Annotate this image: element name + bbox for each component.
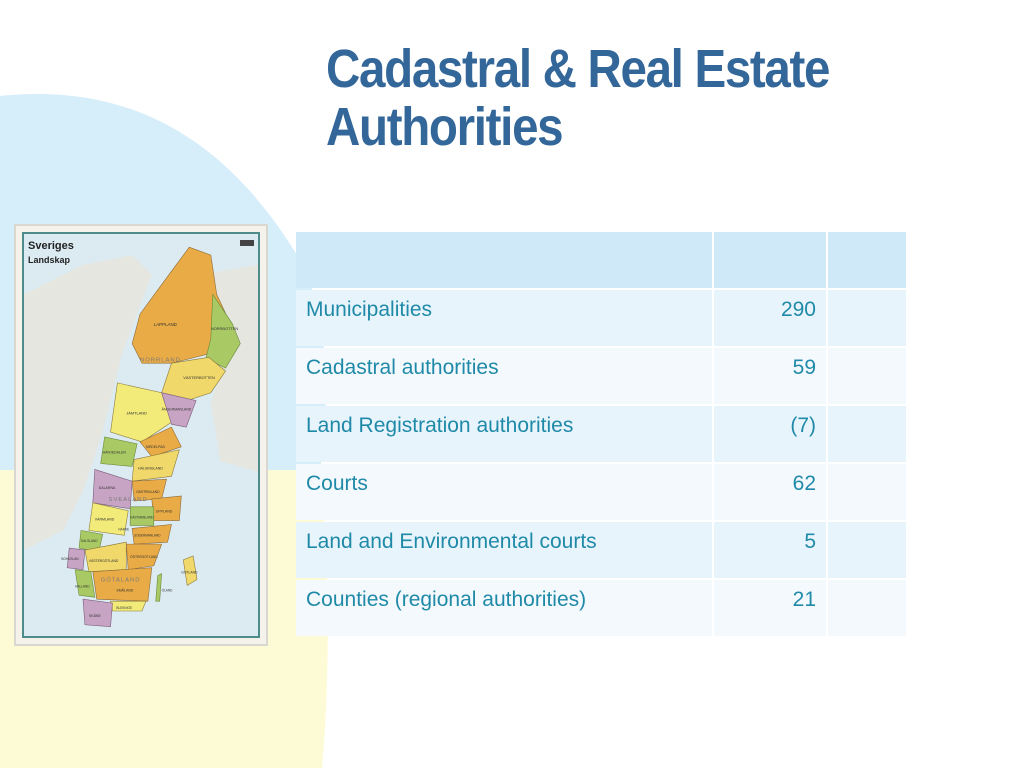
table-cell-label: Land Registration authorities <box>296 406 712 462</box>
map-label-vasterbotten: VÄSTERBOTTEN <box>183 375 215 380</box>
table-cell-value: 62 <box>714 464 826 520</box>
map-region-smaland <box>92 567 153 602</box>
map-label-medelpad: MEDELPAD <box>146 445 166 449</box>
table-row: Land and Environmental courts 5 <box>296 522 906 578</box>
sweden-map-image: LAPPLAND NORRBOTTEN NORRLAND VÄSTERBOTTE… <box>14 224 268 646</box>
table-cell-extra <box>828 580 906 636</box>
map-badge-icon <box>240 240 254 246</box>
map-label-harjedalen: HÄRJEDALEN <box>103 451 127 455</box>
table-row: Courts 62 <box>296 464 906 520</box>
map-label-narke: NÄRKE <box>118 527 129 531</box>
map-label-halland: HALLAND <box>75 584 90 588</box>
table-cell-label: Counties (regional authorities) <box>296 580 712 636</box>
map-region-oland <box>155 573 162 602</box>
map-region-harjedalen <box>100 436 138 467</box>
map-region-skane <box>82 598 113 628</box>
table-cell-value: 290 <box>714 290 826 346</box>
map-label-dalarna: DALARNA <box>99 486 116 490</box>
map-region-jamtland <box>110 382 172 443</box>
table-cell-label: Courts <box>296 464 712 520</box>
map-subtitle: Landskap <box>28 255 71 265</box>
table-cell-extra <box>828 348 906 404</box>
table-cell-extra <box>828 406 906 462</box>
map-label-varmland: VÄRMLAND <box>95 518 115 522</box>
table-cell-extra <box>828 290 906 346</box>
map-label-oland: ÖLAND <box>162 588 174 592</box>
table-row: Municipalities 290 <box>296 290 906 346</box>
map-label-vastergotland: VÄSTERGÖTLAND <box>89 559 119 563</box>
map-region-gotland <box>182 555 198 586</box>
map-label-bohuslan: BOHUSLÄN <box>61 557 78 561</box>
map-neighbor-land-west <box>24 255 152 551</box>
map-region-medelpad <box>139 426 182 457</box>
table-row: Counties (regional authorities) 21 <box>296 580 906 636</box>
map-label-gastrikland: GÄSTRIKLAND <box>136 490 160 494</box>
map-canvas: LAPPLAND NORRBOTTEN NORRLAND VÄSTERBOTTE… <box>22 232 260 638</box>
table-cell-value: 21 <box>714 580 826 636</box>
map-label-angermanland: ÅNGERMANLAND <box>162 406 192 411</box>
table-header-cell <box>296 232 712 288</box>
map-region-angermanland <box>161 392 197 428</box>
table-cell-extra <box>828 522 906 578</box>
slide-title-line-2: Authorities <box>326 97 564 157</box>
map-region-sodermanland <box>131 524 172 545</box>
table-header-cell <box>714 232 826 288</box>
map-region-varmland <box>88 502 129 536</box>
map-title: Sveriges <box>28 240 74 252</box>
map-region-halland <box>74 569 96 598</box>
table-cell-label: Land and Environmental courts <box>296 522 712 578</box>
map-label-gotland: GOTLAND <box>181 571 198 575</box>
map-region-norrbotten <box>205 293 241 369</box>
slide-title-line-1: Cadastral & Real Estate <box>326 39 830 99</box>
table-row: Land Registration authorities (7) <box>296 406 906 462</box>
map-label-svealand: SVEALAND <box>109 497 148 503</box>
map-label-vastmanland: VÄSTMANLAND <box>130 516 154 520</box>
map-region-uppland <box>151 495 182 521</box>
map-neighbor-land-east <box>200 264 258 472</box>
map-label-halsingland: HÄLSINGLAND <box>138 466 163 470</box>
table-cell-label: Municipalities <box>296 290 712 346</box>
table-cell-value: (7) <box>714 406 826 462</box>
table-cell-value: 5 <box>714 522 826 578</box>
slide-title: Cadastral & Real Estate Authorities <box>326 40 924 156</box>
authorities-table: Municipalities 290 Cadastral authorities… <box>294 230 908 638</box>
table-cell-value: 59 <box>714 348 826 404</box>
map-label-jamtland: JÄMTLAND <box>126 410 147 415</box>
map-label-skane: SKÅNE <box>89 613 102 618</box>
map-label-dalsland: DALSLAND <box>81 539 98 543</box>
map-label-lappland: LAPPLAND <box>154 322 177 327</box>
map-label-blekinge: BLEKINGE <box>116 606 132 610</box>
map-label-norrbotten: NORRBOTTEN <box>211 326 239 331</box>
map-label-smaland: SMÅLAND <box>116 587 133 592</box>
table-cell-label: Cadastral authorities <box>296 348 712 404</box>
table-header-cell <box>828 232 906 288</box>
map-region-ostergotland <box>125 543 163 571</box>
map-label-norrland: NORRLAND <box>140 357 181 363</box>
table-row: Cadastral authorities 59 <box>296 348 906 404</box>
map-region-halsingland <box>131 449 180 482</box>
map-label-uppland: UPPLAND <box>156 510 173 514</box>
sweden-provinces-map: LAPPLAND NORRBOTTEN NORRLAND VÄSTERBOTTE… <box>24 246 258 628</box>
map-label-sodermanland: SÖDERMANLAND <box>134 533 161 537</box>
map-label-gotaland: GÖTALAND <box>101 576 141 583</box>
table-header-row <box>296 232 906 288</box>
map-region-bohuslan <box>66 547 86 571</box>
map-region-vastmanland <box>129 506 155 526</box>
table-cell-extra <box>828 464 906 520</box>
map-label-ostergotland: ÖSTERGÖTLAND <box>130 555 158 559</box>
